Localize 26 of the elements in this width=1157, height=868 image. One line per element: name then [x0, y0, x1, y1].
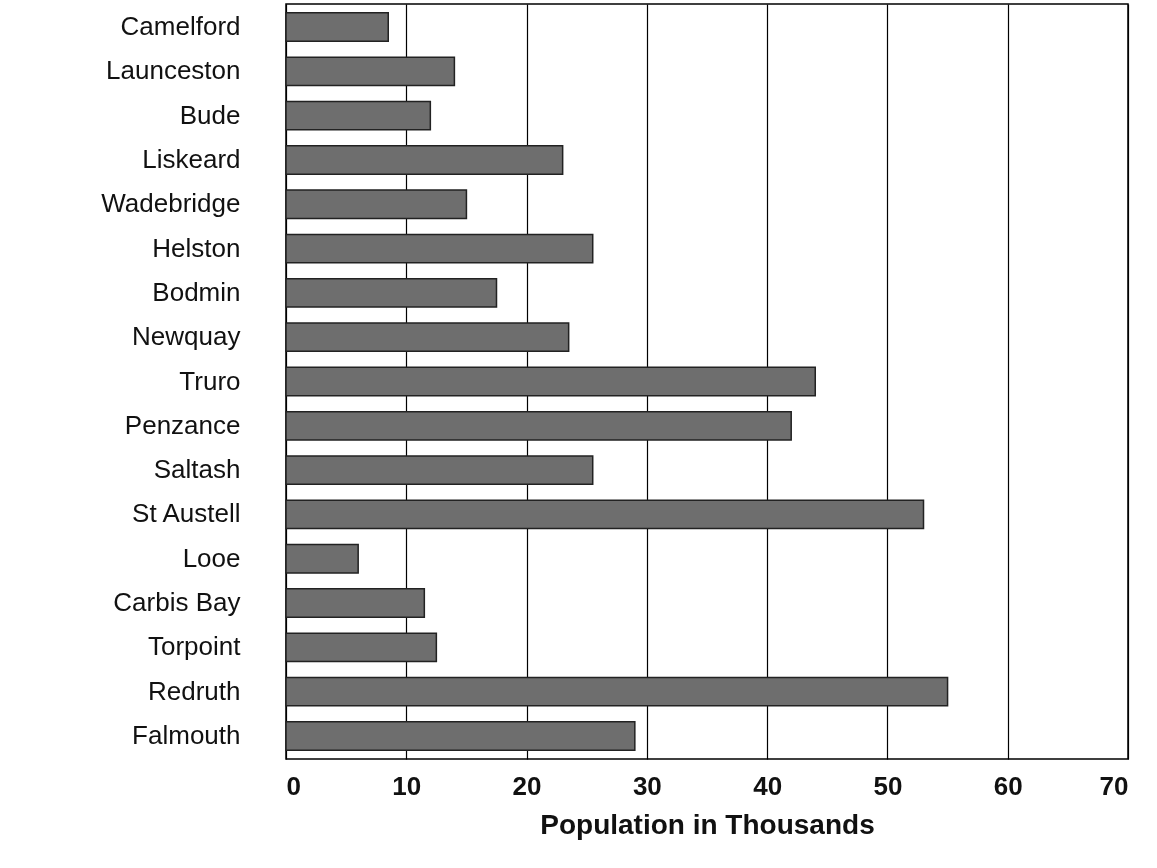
y-tick-label: Newquay — [132, 321, 241, 352]
y-tick-label: Penzance — [124, 409, 241, 440]
y-tick-label: Helston — [152, 232, 241, 263]
y-tick-label: Redruth — [148, 675, 241, 706]
y-tick-label: Looe — [182, 542, 241, 573]
y-tick-label: Bodmin — [152, 276, 241, 307]
x-tick-label: 10 — [392, 770, 422, 801]
y-tick-label: Saltash — [153, 454, 241, 485]
y-tick-label: Torpoint — [148, 631, 242, 662]
x-tick-label: 30 — [632, 770, 662, 801]
x-tick-label: 40 — [753, 770, 783, 801]
x-tick-label: 0 — [286, 770, 301, 801]
y-tick-label: Camelford — [120, 11, 241, 42]
y-tick-label: Bude — [179, 99, 241, 130]
y-tick-label: Launceston — [106, 55, 241, 86]
x-tick-label: 20 — [512, 770, 542, 801]
x-tick-label: 70 — [1099, 770, 1129, 801]
y-tick-label: St Austell — [132, 498, 241, 529]
y-tick-label: Carbis Bay — [113, 587, 241, 618]
x-tick-label: 60 — [993, 770, 1023, 801]
x-axis-title: Population in Thousands — [540, 808, 875, 840]
x-tick-label: 50 — [873, 770, 903, 801]
y-tick-label: Wadebridge — [101, 188, 241, 219]
y-tick-label: Falmouth — [132, 719, 241, 750]
y-tick-label: Liskeard — [142, 143, 241, 174]
y-tick-label: Truro — [179, 365, 241, 396]
